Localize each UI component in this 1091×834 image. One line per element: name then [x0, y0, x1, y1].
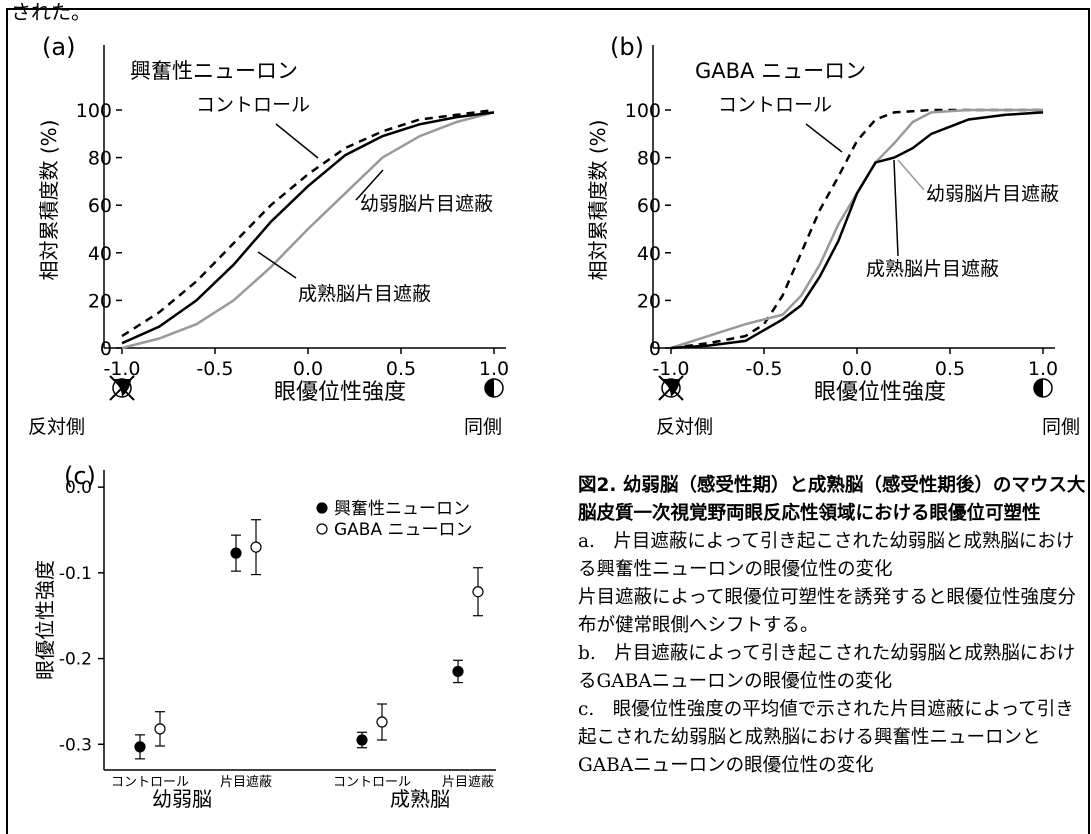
panel-a: (a) 興奮性ニューロン 相対累積度数 (%) 0 20 40 60 80 100 -1.…	[28, 33, 509, 438]
legend-gaba: GABA ニューロン	[334, 520, 473, 540]
c-point-exc	[134, 741, 146, 753]
caption-p4: c. 眼優位性強度の平均値で示された片目遮蔽によって引き起こされた幼弱脳と成熟脳…	[578, 699, 1074, 776]
panel-b-label-control: コントロール	[718, 94, 832, 116]
panel-b-title: GABA ニューロン	[695, 59, 866, 83]
panel-b-xlabel: 眼優位性強度	[814, 380, 946, 405]
figure-frame: された。	[6, 0, 1090, 834]
a-xtick-label: -1.0	[103, 358, 140, 380]
a-xtick-label: 0.5	[386, 358, 416, 380]
legend-marker-open	[316, 523, 328, 535]
panel-c-group-juvenile: 幼弱脳	[152, 787, 212, 811]
a-xtick-label: 1.0	[479, 358, 509, 380]
c-ytick-label: 0.0	[65, 478, 92, 498]
panel-a-label-adult: 成熟脳片目遮蔽	[298, 283, 431, 305]
caption-p3: b. 片目遮蔽によって引き起こされた幼弱脳と成熟脳におけるGABAニューロンの眼…	[578, 643, 1076, 692]
a-ytick-label: 40	[88, 243, 112, 265]
panel-b-pointer-control	[805, 123, 843, 153]
half-eye-icon	[1033, 378, 1053, 398]
panel-a-label: (a)	[42, 33, 75, 61]
a-xtick-label: -0.5	[196, 358, 233, 380]
caption-p2: 片目遮蔽によって眼優位可塑性を誘発すると眼優位性強度分布が健常眼側へシフトする。	[578, 587, 1077, 636]
c-point-gaba	[472, 586, 484, 598]
c-point-exc	[230, 547, 242, 559]
a-ytick-label: 100	[76, 100, 112, 122]
panel-b-pointer-juvenile	[897, 159, 925, 191]
half-eye-icon	[484, 378, 504, 398]
legend-marker-filled	[316, 502, 328, 514]
b-series-line-0	[670, 108, 1043, 350]
a-series-line-0	[121, 108, 495, 338]
a-ytick-label: 20	[88, 290, 112, 312]
b-ytick-label: 100	[625, 100, 661, 122]
c-point-gaba	[250, 541, 262, 553]
panel-c: (c) 眼優位性強度 0.0 -0.1 -0.2 -0.3 コントロール 片目遮蔽 コント…	[33, 462, 496, 811]
panel-a-pointer-adult	[257, 251, 297, 279]
panel-b-right-side: 同側	[1042, 416, 1080, 438]
closed-eye-icon	[109, 375, 135, 401]
panel-a-label-control: コントロール	[196, 94, 310, 116]
panel-a-pointer-control	[275, 123, 319, 159]
b-xtick-label: 0.5	[935, 358, 965, 380]
a-ytick-label: 60	[88, 195, 112, 217]
c-ytick-label: -0.1	[59, 564, 92, 584]
b-series-line-2	[670, 111, 1044, 350]
panel-a-xlabel: 眼優位性強度	[274, 380, 406, 405]
c-category-label: コントロール	[111, 775, 189, 790]
b-xtick-label: -0.5	[745, 358, 782, 380]
panel-b-label-juvenile: 幼弱脳片目遮蔽	[926, 183, 1059, 205]
b-xtick-label: 0.0	[842, 358, 872, 380]
a-xtick-label: 0.0	[293, 358, 323, 380]
panel-b: (b) GABA ニューロン 相対累積度数 (%) 0 20 40 60 80 100 -…	[586, 33, 1080, 438]
caption-p1: a. 片目遮蔽によって引き起こされた幼弱脳と成熟脳における興奮性ニューロンの眼優…	[578, 531, 1075, 580]
a-series-line-2	[121, 111, 495, 345]
b-ytick-label: 20	[637, 290, 661, 312]
top-text-fragment: された。	[11, 0, 91, 24]
b-series-line-1	[670, 108, 1043, 350]
a-ytick-label: 80	[88, 148, 112, 170]
panel-b-ylabel: 相対累積度数 (%)	[586, 120, 610, 281]
c-point-exc	[452, 665, 464, 678]
c-category-label: コントロール	[333, 775, 411, 790]
panel-c-label: (c)	[64, 462, 96, 490]
b-ytick-label: 80	[637, 148, 661, 170]
c-point-exc	[356, 734, 368, 746]
closed-eye-icon	[658, 375, 684, 401]
panel-b-label-adult: 成熟脳片目遮蔽	[866, 258, 999, 280]
panel-b-pointer-adult	[893, 159, 899, 257]
panel-b-label: (b)	[610, 33, 644, 61]
a-series-line-1	[121, 111, 495, 350]
c-category-label: 片目遮蔽	[220, 774, 272, 790]
panel-a-title: 興奮性ニューロン	[130, 59, 298, 83]
panel-a-pointer-juvenile	[355, 169, 384, 201]
a-ytick-label: 0	[100, 338, 112, 360]
panel-a-left-side: 反対側	[28, 416, 85, 438]
c-point-gaba	[154, 723, 166, 735]
figure-caption: 図2. 幼弱脳（感受性期）と成熟脳（感受性期後）のマウス大脳皮質一次視覚野両眼反…	[578, 472, 1090, 780]
panel-a-right-side: 同側	[464, 416, 502, 438]
panel-a-ylabel: 相対累積度数 (%)	[37, 120, 61, 281]
c-ytick-label: -0.3	[59, 735, 92, 755]
panel-c-group-adult: 成熟脳	[390, 787, 450, 811]
b-xtick-label: 1.0	[1028, 358, 1058, 380]
panel-c-ylabel: 眼優位性強度	[33, 560, 57, 680]
c-point-gaba	[376, 716, 388, 728]
panel-b-left-side: 反対側	[656, 416, 713, 438]
caption-title: 図2. 幼弱脳（感受性期）と成熟脳（感受性期後）のマウス大脳皮質一次視覚野両眼反…	[578, 475, 1086, 524]
legend-exc: 興奮性ニューロン	[334, 499, 470, 519]
c-ytick-label: -0.2	[59, 650, 92, 670]
panel-a-label-juvenile: 幼弱脳片目遮蔽	[360, 193, 493, 215]
b-ytick-label: 0	[649, 338, 661, 360]
b-xtick-label: -1.0	[652, 358, 689, 380]
b-ytick-label: 40	[637, 243, 661, 265]
panel-c-legend: 興奮性ニューロン GABA ニューロン	[316, 499, 473, 540]
b-ytick-label: 60	[637, 195, 661, 217]
c-category-label: 片目遮蔽	[442, 774, 494, 790]
